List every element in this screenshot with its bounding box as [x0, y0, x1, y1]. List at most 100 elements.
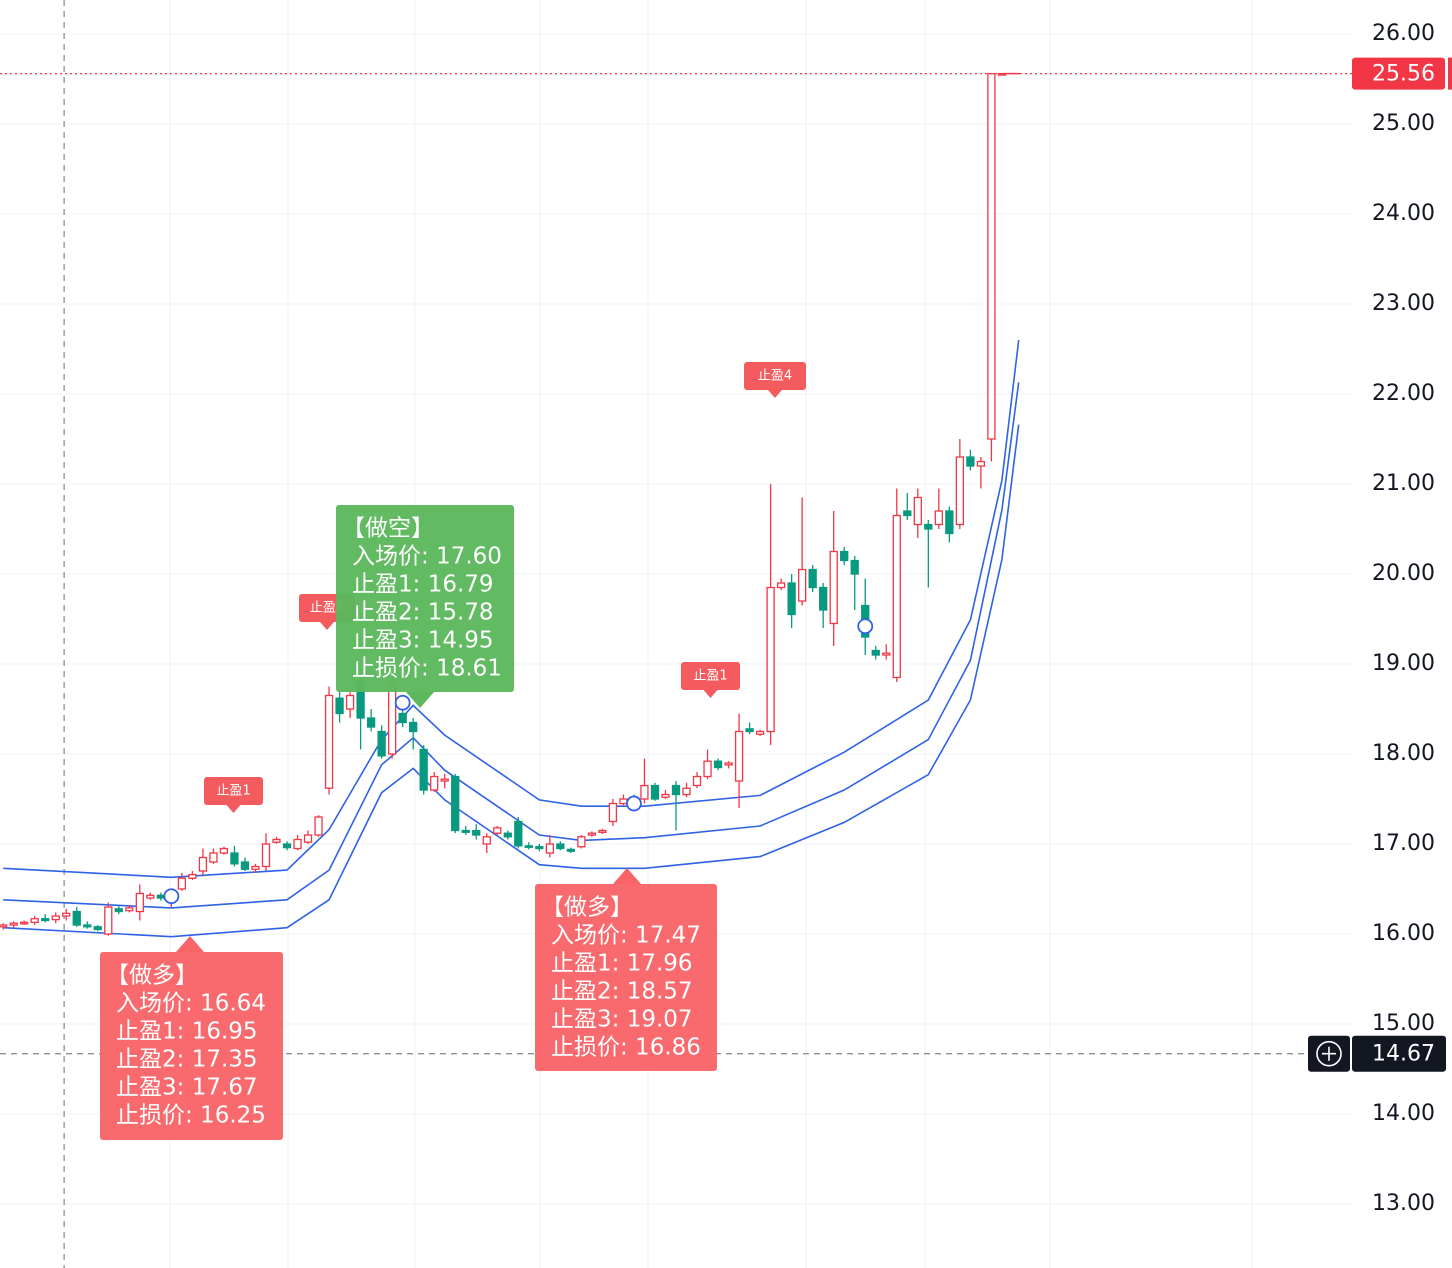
candle-body	[387, 685, 397, 755]
candle-body	[577, 836, 586, 848]
marker-label: 止盈1	[693, 669, 727, 684]
candle-body	[608, 802, 618, 823]
candle-body	[41, 918, 50, 922]
candle-body	[556, 843, 565, 850]
candle-body	[261, 843, 271, 868]
candle-body	[882, 652, 891, 656]
tooltip-line: 止盈2: 15.78	[352, 600, 494, 626]
y-tick-label: 19.00	[1372, 651, 1435, 676]
tooltip-title: 【做多】	[541, 895, 633, 921]
candle-body	[93, 926, 102, 931]
candle-body	[503, 832, 512, 838]
tooltip-arrow	[406, 692, 434, 708]
crosshair-plus-icon	[1316, 1040, 1342, 1067]
candle-body	[398, 712, 407, 724]
band-line	[3, 382, 1020, 909]
tooltip-line: 止盈1: 16.79	[352, 572, 494, 598]
candle-body	[51, 915, 60, 921]
candle-body	[493, 827, 502, 834]
candle-body	[682, 787, 691, 796]
crosshair-label: 14.67	[1372, 1042, 1435, 1067]
candle-body	[819, 586, 828, 611]
candle-body	[945, 510, 954, 535]
tooltip-line: 止盈3: 19.07	[551, 1007, 693, 1033]
y-tick-label: 21.00	[1372, 471, 1435, 496]
candle-body	[514, 820, 523, 847]
candle-body	[535, 846, 544, 850]
candle-body	[892, 514, 901, 679]
crosshair-plus-cross	[1322, 1046, 1336, 1061]
tooltip-line: 入场价: 17.47	[551, 923, 701, 949]
candle-body	[734, 730, 744, 782]
candle-body	[345, 694, 355, 710]
candle-body	[335, 697, 344, 715]
tooltip-line: 止损价: 18.61	[352, 656, 502, 682]
candle-body	[177, 877, 187, 890]
candle-body	[766, 586, 775, 733]
signal-point	[857, 618, 874, 635]
candle-body	[409, 721, 418, 733]
candle-body	[114, 908, 123, 913]
band-line	[3, 424, 1020, 938]
tooltip-line: 入场价: 16.64	[116, 991, 266, 1017]
tooltip-line: 止盈1: 16.95	[116, 1019, 258, 1045]
last-price-tag	[1352, 57, 1445, 90]
candle-body	[808, 568, 817, 589]
marker-arrow	[226, 805, 241, 813]
candle-body	[545, 843, 554, 854]
tooltip-line: 止盈3: 17.67	[116, 1075, 258, 1101]
tooltip-line: 入场价: 17.60	[352, 544, 502, 570]
last-price-edge	[1448, 57, 1452, 90]
candle-body	[0, 924, 8, 928]
marker: 止盈1	[204, 777, 263, 813]
candle-body	[461, 829, 470, 833]
tooltip-line: 止盈3: 14.95	[352, 628, 494, 654]
candle-body	[377, 730, 386, 757]
tooltip-box	[100, 952, 283, 1140]
candle-body	[587, 832, 597, 836]
candle-body	[20, 921, 29, 925]
marker: 止盈4	[744, 362, 806, 398]
candle-body	[703, 760, 712, 778]
y-tick-label: 22.00	[1372, 381, 1435, 406]
y-tick-label: 24.00	[1372, 201, 1435, 226]
candle-body	[451, 775, 460, 832]
candle-body	[903, 510, 912, 517]
candle-body	[430, 775, 439, 791]
marker-box	[204, 777, 263, 805]
tooltip-arrow	[613, 868, 641, 884]
candle-body	[798, 568, 807, 602]
band-line	[3, 339, 1020, 879]
candle-body	[913, 496, 922, 526]
candle-body	[125, 907, 134, 912]
y-tick-label: 23.00	[1372, 291, 1435, 316]
candle-body	[135, 892, 144, 913]
marker-label: 止盈1	[216, 784, 250, 799]
candle-body	[934, 510, 943, 526]
tooltip-arrow	[176, 936, 204, 952]
tooltip-box	[336, 505, 514, 692]
marker: 止盈1	[681, 662, 740, 698]
candle-body	[787, 582, 796, 616]
marker-box	[744, 362, 806, 390]
y-tick-label: 17.00	[1372, 831, 1435, 856]
candle-body	[198, 856, 208, 872]
y-tick-label: 18.00	[1372, 741, 1435, 766]
marker-arrow	[703, 690, 718, 698]
crosshair-tag	[1352, 1035, 1446, 1072]
y-tick-label: 14.00	[1372, 1101, 1435, 1126]
candle-body	[303, 834, 313, 843]
candle-body	[619, 798, 628, 805]
tooltip-title: 【做空】	[342, 516, 434, 542]
candle-body	[324, 694, 334, 789]
candle-body	[419, 748, 428, 791]
candle-body	[566, 848, 576, 852]
candle-body	[272, 838, 281, 843]
candle-body	[966, 456, 975, 467]
candle-body	[83, 924, 92, 928]
candle-body	[524, 845, 533, 848]
